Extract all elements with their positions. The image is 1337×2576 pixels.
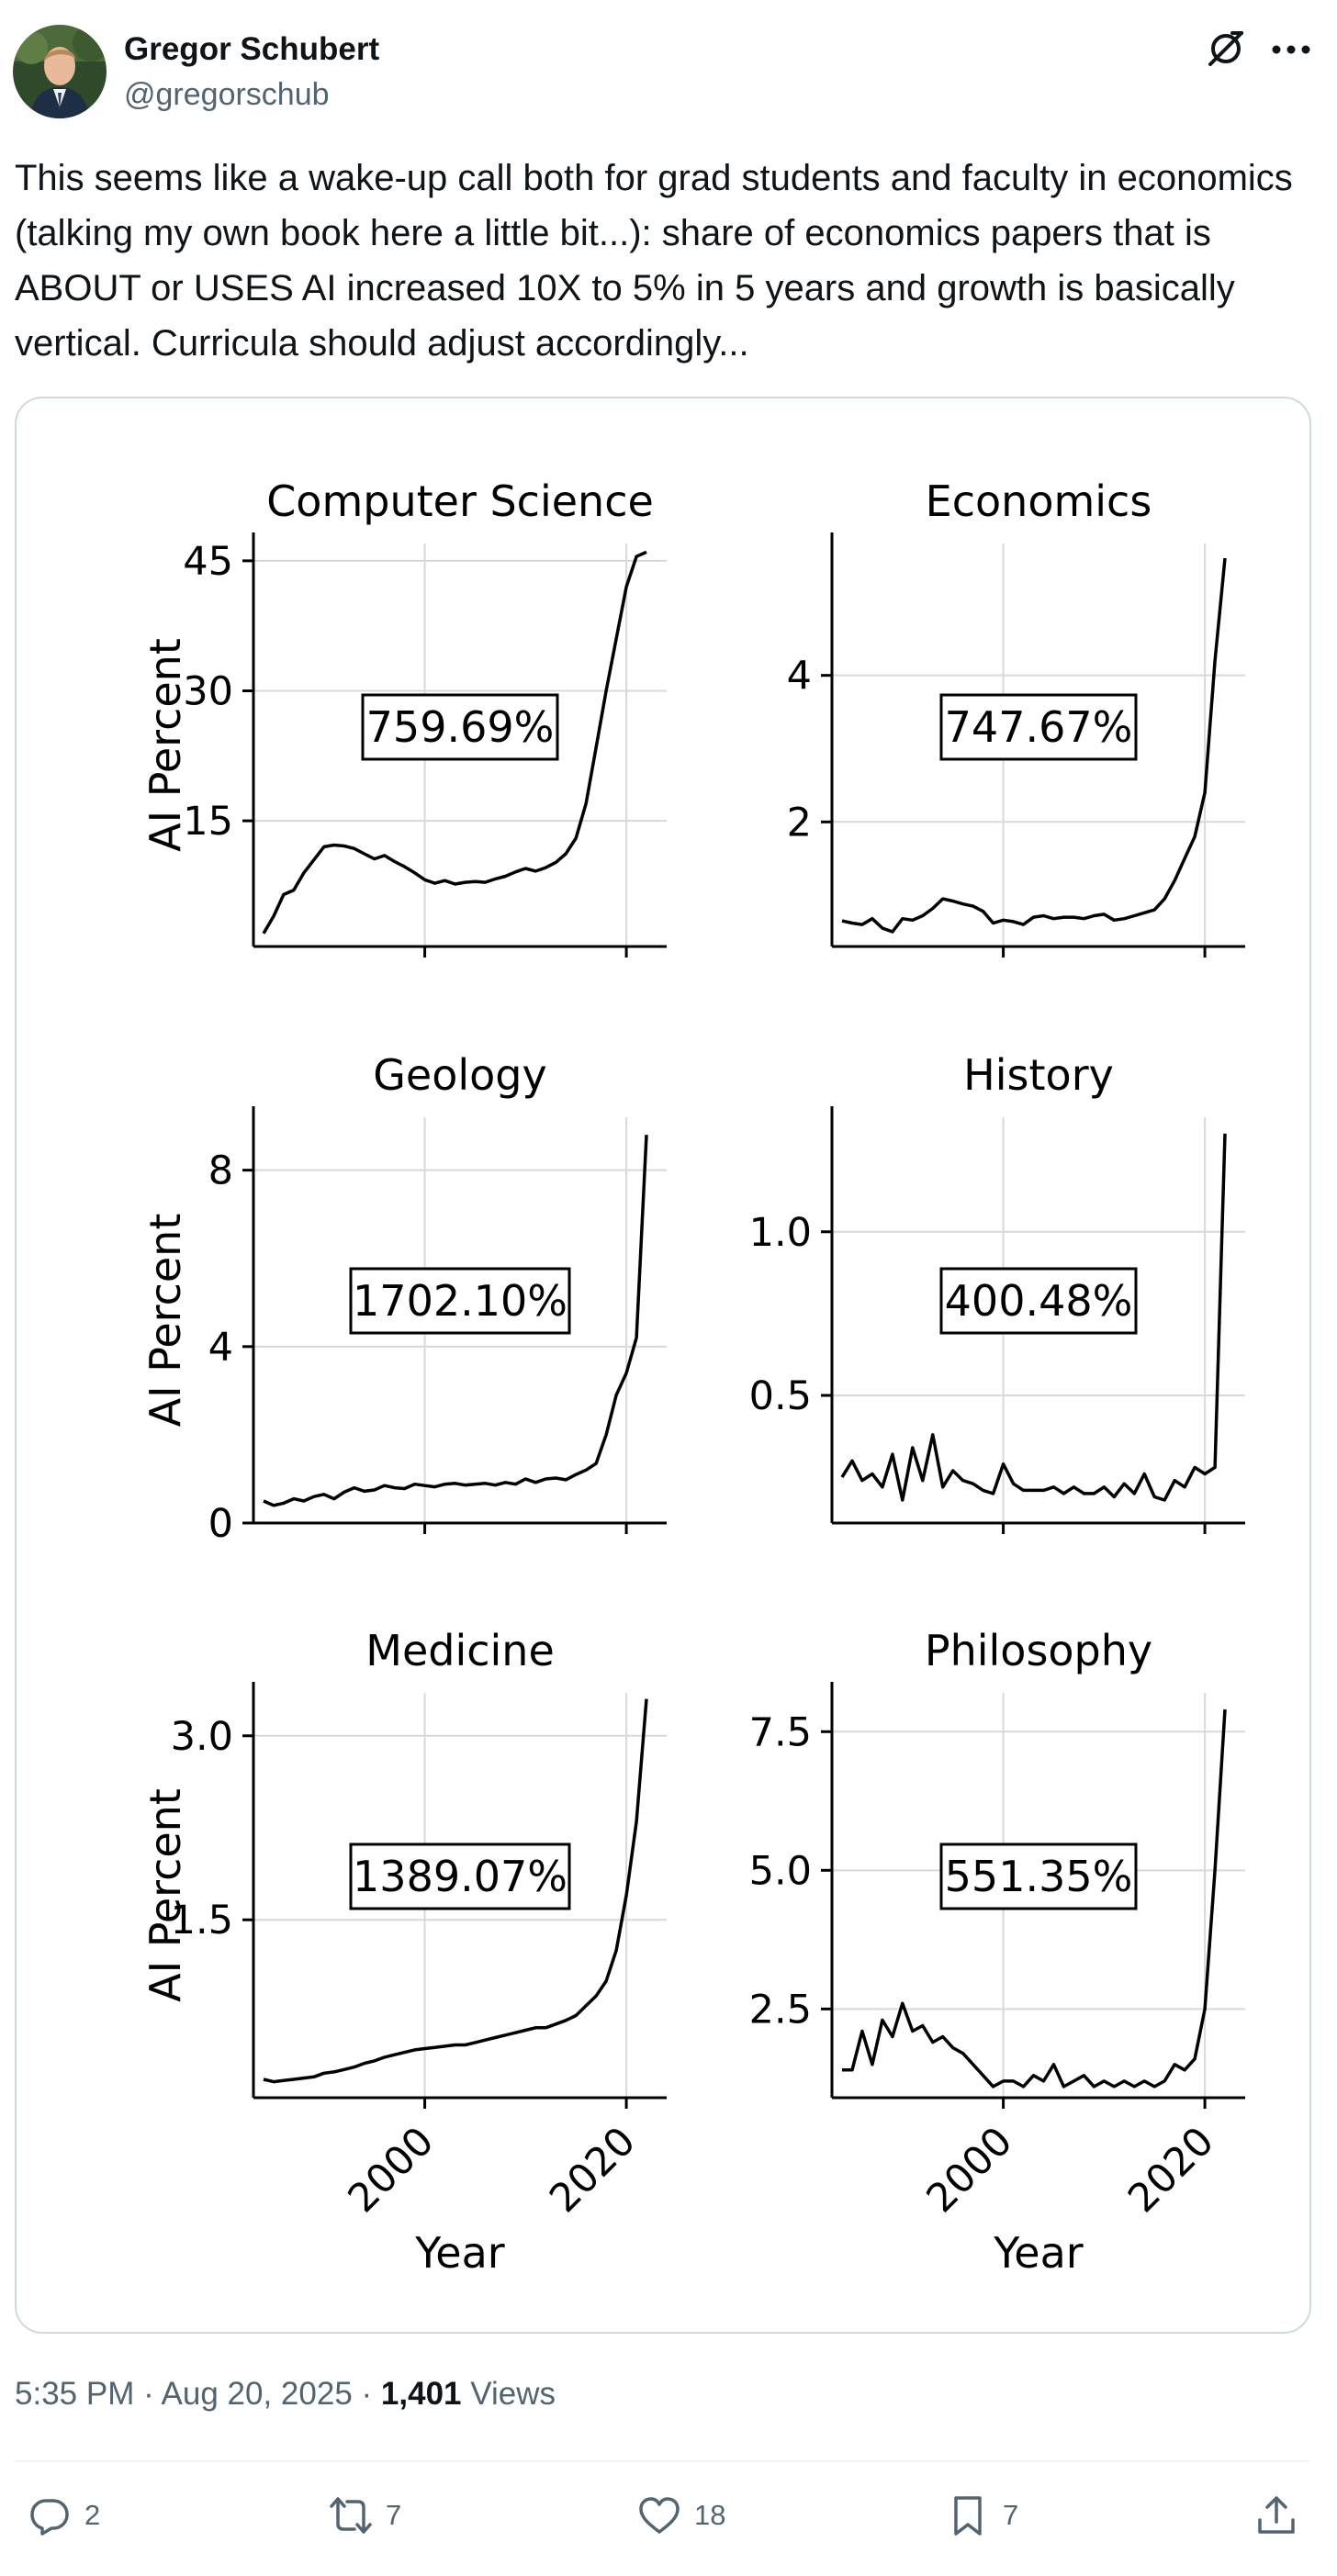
- chart-title: History: [963, 1050, 1114, 1100]
- bookmark-count: 7: [1003, 2499, 1019, 2531]
- like-button[interactable]: 18: [637, 2490, 725, 2541]
- chart-annotation-label: 400.48%: [945, 1276, 1133, 1326]
- separator: ·: [361, 2376, 373, 2412]
- chart-annotation-box: [939, 693, 1138, 761]
- author-name[interactable]: Gregor Schubert: [124, 31, 380, 67]
- views-count: 1,401: [380, 2376, 462, 2412]
- chart-ytick-label: 4: [787, 654, 812, 700]
- bookmark-icon: [954, 2496, 982, 2536]
- chart-ylabel: AI Percent: [140, 1788, 190, 2002]
- chart-xtick-label: 2000: [918, 2118, 1022, 2222]
- chart-title: Computer Science: [266, 476, 654, 526]
- chart-ylabel: AI Percent: [140, 638, 190, 852]
- chart-annotation-box: [939, 1842, 1138, 1910]
- chart-ytick-label: 2.5: [749, 1987, 812, 2033]
- chart-ylabel: AI Percent: [140, 1214, 190, 1428]
- chart-series-line: [263, 1698, 648, 2084]
- like-count: 18: [694, 2499, 726, 2531]
- post-date[interactable]: Aug 20, 2025: [161, 2376, 353, 2412]
- chart-grid: 15 30 45 Computer Science AI Percent 759.69% 2…: [140, 476, 1245, 2278]
- chart-ytick-label: 0: [208, 1501, 233, 1547]
- reply-button[interactable]: 2: [28, 2490, 100, 2541]
- chart-ytick-label: 30: [183, 668, 233, 714]
- chart-annotation-label: 1389.07%: [353, 1852, 567, 1901]
- chart-title: Philosophy: [925, 1626, 1152, 1675]
- chart-ytick-label: 1.0: [749, 1210, 812, 1256]
- timestamp-row: 5:35 PM · Aug 20, 2025 · 1,401 Views: [15, 2376, 556, 2413]
- chart-ytick-label: 2: [787, 800, 812, 846]
- chart-ytick-label: 1.5: [171, 1898, 233, 1943]
- views-label: Views: [470, 2376, 556, 2412]
- chart-ytick-label: 0.5: [749, 1373, 812, 1419]
- chart-xtick-label: 2020: [541, 2118, 645, 2222]
- chart-ytick-label: 7.5: [749, 1709, 812, 1755]
- chart-annotation-box: [939, 1267, 1138, 1335]
- chart-annotation-label: 1702.10%: [353, 1276, 567, 1326]
- chart-series-line: [841, 557, 1227, 934]
- chart-xlabel: Year: [414, 2228, 504, 2278]
- repost-icon: [330, 2497, 372, 2534]
- like-icon: [639, 2497, 680, 2534]
- chart-xlabel: Year: [993, 2228, 1083, 2278]
- media-image[interactable]: 15 30 45 Computer Science AI Percent 759.69% 2…: [15, 397, 1311, 2334]
- bookmark-button[interactable]: 7: [946, 2490, 1018, 2541]
- chart-series-line: [263, 1135, 648, 1507]
- more-icon[interactable]: [1267, 29, 1315, 70]
- chart-series-line: [840, 1133, 1227, 1502]
- tweet-text: This seems like a wake-up call both for …: [15, 158, 1293, 364]
- reply-icon: [30, 2499, 69, 2536]
- grok-icon[interactable]: [1205, 28, 1247, 70]
- reply-count: 2: [84, 2499, 101, 2531]
- chart-annotation-label: 551.35%: [945, 1852, 1133, 1901]
- avatar-image: [13, 25, 107, 118]
- chart-annotation-label: 747.67%: [945, 702, 1133, 752]
- post-time[interactable]: 5:35 PM: [15, 2376, 135, 2412]
- share-icon: [1258, 2496, 1295, 2534]
- chart-ytick-label: 4: [208, 1325, 233, 1371]
- chart-title: Medicine: [365, 1626, 555, 1675]
- chart-series-line: [842, 1708, 1227, 2089]
- repost-button[interactable]: 7: [329, 2490, 401, 2541]
- repost-count: 7: [386, 2499, 402, 2531]
- separator: ·: [143, 2376, 154, 2412]
- chart-series-line: [262, 550, 647, 935]
- chart-ytick-label: 15: [183, 799, 233, 845]
- chart-xtick-label: 2000: [340, 2118, 444, 2222]
- chart-annotation-box: [349, 1267, 571, 1335]
- chart-title: Economics: [926, 476, 1152, 526]
- chart-annotation-label: 759.69%: [366, 702, 555, 752]
- chart-annotation-box: [349, 1842, 571, 1910]
- chart-ytick-label: 3.0: [171, 1714, 233, 1760]
- author-handle[interactable]: @gregorschub: [124, 77, 330, 112]
- chart-ytick-label: 45: [183, 539, 233, 585]
- avatar[interactable]: [13, 25, 107, 118]
- share-button[interactable]: [1254, 2490, 1298, 2541]
- chart-ytick-label: 8: [208, 1148, 233, 1194]
- chart-annotation-box: [361, 693, 559, 761]
- chart-xtick-label: 2020: [1119, 2118, 1223, 2222]
- chart-title: Geology: [373, 1050, 546, 1100]
- divider: [15, 2460, 1309, 2462]
- chart-ytick-label: 5.0: [749, 1848, 812, 1894]
